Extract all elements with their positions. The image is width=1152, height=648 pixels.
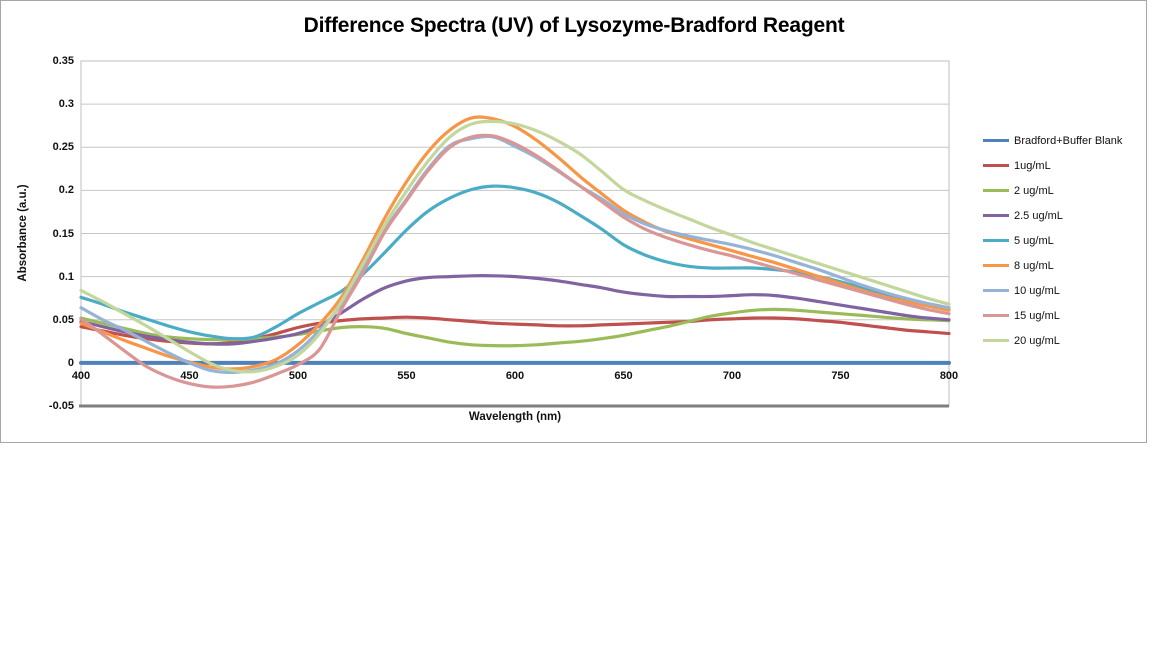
y-tick-label: -0.05: [48, 400, 74, 412]
x-tick-label: 550: [397, 370, 416, 382]
legend-line-swatch: [983, 214, 1009, 217]
series-line-8-ug-ml: [79, 115, 951, 371]
x-axis-title: Wavelength (nm): [468, 411, 562, 423]
y-tick-label: 0.15: [52, 227, 74, 240]
y-tick-label: 0.05: [52, 313, 74, 326]
legend-item: 20 ug/mL: [983, 328, 1122, 353]
legend-item: 8 ug/mL: [983, 253, 1122, 278]
legend-line-swatch: [983, 189, 1009, 192]
legend-label: 10 ug/mL: [1014, 284, 1060, 297]
x-tick-label: 750: [831, 370, 850, 382]
series-line-2-ug-ml: [79, 307, 951, 348]
legend-line-swatch: [983, 139, 1009, 142]
x-tick-label: 500: [288, 370, 308, 382]
series-line-2-5-ug-ml: [79, 274, 951, 346]
x-tick-label: 650: [614, 370, 633, 382]
legend-line-swatch: [983, 264, 1009, 267]
y-tick-label: 0.35: [52, 55, 74, 67]
y-tick-label: 0.1: [58, 270, 74, 283]
series-line-10-ug-ml: [79, 134, 951, 375]
legend-item: Bradford+Buffer Blank: [983, 128, 1122, 153]
x-tick-label: 400: [71, 370, 91, 382]
legend-item: 2 ug/mL: [983, 178, 1122, 203]
y-tick-label: 0.25: [52, 141, 74, 154]
legend-item: 2.5 ug/mL: [983, 203, 1122, 228]
legend-label: 15 ug/mL: [1014, 309, 1060, 322]
legend-line-swatch: [983, 314, 1009, 317]
series-line-5-ug-ml: [79, 184, 951, 341]
chart-legend: Bradford+Buffer Blank 1ug/mL 2 ug/mL 2.5 ug…: [983, 128, 1122, 353]
legend-line-swatch: [983, 339, 1009, 342]
plot-area: [79, 60, 951, 408]
legend-item: 15 ug/mL: [983, 303, 1122, 328]
legend-label: 1ug/mL: [1014, 159, 1051, 172]
legend-line-swatch: [983, 164, 1009, 167]
y-tick-label: 0: [67, 356, 74, 369]
x-tick-label: 700: [722, 370, 742, 382]
legend-label: 8 ug/mL: [1014, 259, 1054, 272]
legend-item: 1ug/mL: [983, 153, 1122, 178]
series-line-15-ug-ml: [79, 133, 951, 389]
x-tick-label: 450: [180, 370, 199, 382]
legend-label: 5 ug/mL: [1014, 234, 1054, 247]
y-tick-label: 0.2: [58, 184, 74, 197]
x-tick-label: 600: [505, 370, 525, 382]
legend-line-swatch: [983, 239, 1009, 242]
legend-item: 5 ug/mL: [983, 228, 1122, 253]
series-line-20-ug-ml: [79, 119, 951, 374]
legend-line-swatch: [983, 289, 1009, 292]
legend-label: 20 ug/mL: [1014, 334, 1060, 347]
x-tick-label: 800: [939, 370, 959, 382]
chart-container: Difference Spectra (UV) of Lysozyme-Brad…: [0, 0, 1147, 443]
legend-label: 2.5 ug/mL: [1014, 209, 1063, 222]
legend-label: Bradford+Buffer Blank: [1014, 134, 1123, 147]
y-tick-label: 0.3: [58, 98, 74, 111]
chart-title: Difference Spectra (UV) of Lysozyme-Brad…: [303, 14, 845, 37]
legend-item: 10 ug/mL: [983, 278, 1122, 303]
legend-label: 2 ug/mL: [1014, 184, 1054, 197]
